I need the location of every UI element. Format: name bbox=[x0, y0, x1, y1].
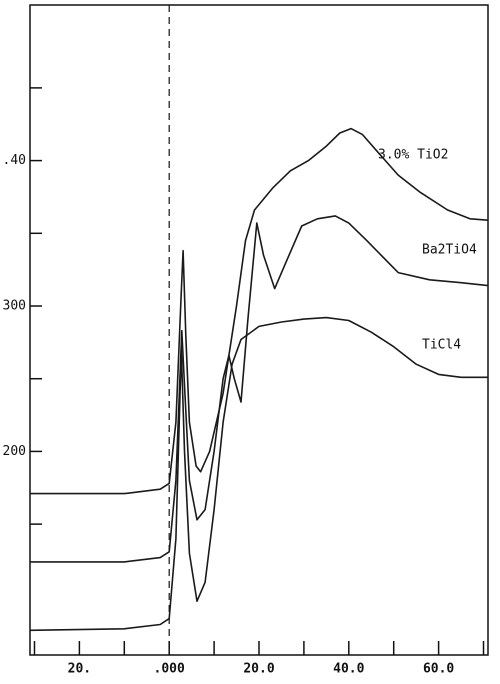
y-tick-label: .40 bbox=[3, 153, 26, 168]
x-tick-label: .000 bbox=[154, 662, 185, 677]
y-tick-label: 300 bbox=[3, 299, 26, 314]
series-label: TiCl4 bbox=[422, 338, 461, 353]
line-series bbox=[30, 127, 489, 495]
x-tick-label: 40.0 bbox=[333, 662, 364, 677]
plot-frame bbox=[29, 4, 489, 656]
series-label: Ba2TiO4 bbox=[422, 243, 477, 258]
x-tick-label: 20. bbox=[68, 662, 91, 677]
series-label: 3.0% TiO2 bbox=[378, 148, 448, 163]
line-series bbox=[30, 215, 489, 563]
y-tick-label: 200 bbox=[3, 444, 26, 459]
x-tick-label: 20.0 bbox=[243, 662, 274, 677]
x-tick-label: 60.0 bbox=[423, 662, 454, 677]
line-series bbox=[29, 316, 488, 632]
